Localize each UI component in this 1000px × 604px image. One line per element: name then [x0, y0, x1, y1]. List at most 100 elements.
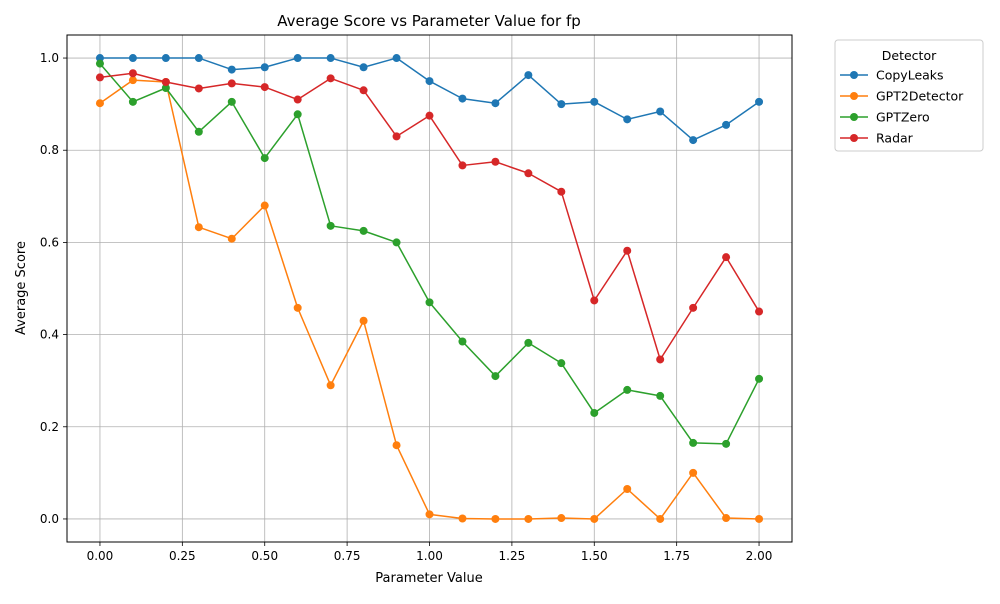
- data-point-gptzero: [557, 359, 566, 368]
- plot-series: [95, 54, 764, 523]
- data-point-gpt2detector: [491, 514, 500, 523]
- legend-marker-copyleaks: [850, 71, 858, 79]
- data-point-gpt2detector: [689, 468, 698, 477]
- data-point-gpt2detector: [557, 514, 566, 523]
- data-point-gptzero: [161, 84, 170, 93]
- data-point-gpt2detector: [722, 514, 731, 523]
- data-point-radar: [194, 84, 203, 93]
- series-copyleaks: [95, 54, 764, 145]
- data-point-gptzero: [392, 238, 401, 247]
- data-point-radar: [524, 169, 533, 178]
- data-point-copyleaks: [491, 99, 500, 108]
- x-axis-ticks: 0.00 0.25 0.50 0.75 1.00 1.25 1.50 1.75 2.00: [87, 542, 773, 563]
- grid: [67, 35, 792, 542]
- data-point-gpt2detector: [227, 234, 236, 243]
- x-tick-label: 1.25: [499, 549, 526, 563]
- x-tick-label: 0.50: [251, 549, 278, 563]
- data-point-copyleaks: [95, 54, 104, 63]
- data-point-gptzero: [656, 391, 665, 400]
- chart-title: Average Score vs Parameter Value for fp: [277, 12, 581, 30]
- data-point-radar: [425, 111, 434, 120]
- data-point-copyleaks: [425, 77, 434, 86]
- x-tick-label: 0.00: [87, 549, 114, 563]
- data-point-gptzero: [623, 385, 632, 394]
- data-point-gpt2detector: [623, 484, 632, 493]
- data-point-radar: [161, 78, 170, 87]
- y-tick-label: 1.0: [40, 51, 59, 65]
- data-point-gptzero: [755, 374, 764, 383]
- data-point-gptzero: [326, 221, 335, 230]
- data-point-gpt2detector: [95, 99, 104, 108]
- legend-marker-gptzero: [850, 113, 858, 121]
- data-point-copyleaks: [128, 54, 137, 63]
- data-point-gpt2detector: [128, 76, 137, 85]
- data-point-gptzero: [194, 127, 203, 136]
- y-tick-label: 0.4: [40, 328, 59, 342]
- x-axis-label: Parameter Value: [375, 571, 482, 586]
- data-point-gptzero: [689, 438, 698, 447]
- data-point-gptzero: [491, 372, 500, 381]
- data-point-gptzero: [128, 97, 137, 106]
- data-point-radar: [491, 157, 500, 166]
- data-point-gptzero: [293, 110, 302, 119]
- y-tick-label: 0.2: [40, 420, 59, 434]
- data-point-gptzero: [722, 439, 731, 448]
- data-point-gpt2detector: [293, 303, 302, 312]
- data-point-copyleaks: [326, 54, 335, 63]
- data-point-gptzero: [359, 226, 368, 235]
- legend-box: [834, 39, 984, 152]
- data-point-gpt2detector: [326, 381, 335, 390]
- y-tick-label: 0.8: [40, 143, 59, 157]
- data-point-gpt2detector: [392, 441, 401, 450]
- data-point-copyleaks: [392, 54, 401, 63]
- data-point-radar: [326, 74, 335, 83]
- data-point-gpt2detector: [194, 223, 203, 232]
- data-point-radar: [392, 132, 401, 141]
- data-point-radar: [128, 69, 137, 78]
- data-point-copyleaks: [623, 115, 632, 124]
- y-axis-ticks: 0.0 0.2 0.4 0.6 0.8 1.0: [40, 51, 67, 526]
- data-point-radar: [755, 307, 764, 316]
- data-point-copyleaks: [359, 63, 368, 72]
- legend-label-radar: Radar: [876, 131, 914, 146]
- x-tick-label: 0.75: [334, 549, 361, 563]
- series-radar: [95, 69, 764, 364]
- data-point-gptzero: [458, 337, 467, 346]
- data-point-gpt2detector: [755, 514, 764, 523]
- data-point-radar: [260, 83, 269, 92]
- legend-label-gptzero: GPTZero: [876, 110, 930, 125]
- x-tick-label: 2.00: [746, 549, 773, 563]
- x-tick-label: 0.25: [169, 549, 196, 563]
- legend-items: CopyLeaks GPT2Detector GPTZero Radar: [840, 68, 964, 146]
- data-point-copyleaks: [260, 63, 269, 72]
- data-point-copyleaks: [557, 100, 566, 109]
- y-tick-label: 0.0: [40, 512, 59, 526]
- x-tick-label: 1.50: [581, 549, 608, 563]
- data-point-copyleaks: [755, 97, 764, 106]
- legend-title: Detector: [882, 48, 937, 63]
- data-point-copyleaks: [656, 107, 665, 116]
- data-point-copyleaks: [689, 136, 698, 145]
- data-point-copyleaks: [293, 54, 302, 63]
- data-point-gptzero: [227, 97, 236, 106]
- data-point-gpt2detector: [590, 514, 599, 523]
- data-point-radar: [722, 253, 731, 262]
- data-point-radar: [458, 161, 467, 170]
- data-point-radar: [557, 187, 566, 196]
- x-tick-label: 1.00: [416, 549, 443, 563]
- data-point-radar: [689, 303, 698, 312]
- data-point-copyleaks: [194, 54, 203, 63]
- data-point-gptzero: [590, 408, 599, 417]
- data-point-radar: [590, 296, 599, 305]
- data-point-radar: [293, 95, 302, 104]
- series-gpt2detector: [95, 76, 764, 523]
- data-point-copyleaks: [458, 94, 467, 103]
- legend-label-gpt2detector: GPT2Detector: [876, 89, 964, 104]
- data-point-copyleaks: [590, 97, 599, 106]
- data-point-gptzero: [260, 154, 269, 163]
- legend: Detector CopyLeaks GPT2Detector GPTZero Rad…: [834, 39, 984, 152]
- data-point-gpt2detector: [524, 514, 533, 523]
- data-point-copyleaks: [524, 71, 533, 80]
